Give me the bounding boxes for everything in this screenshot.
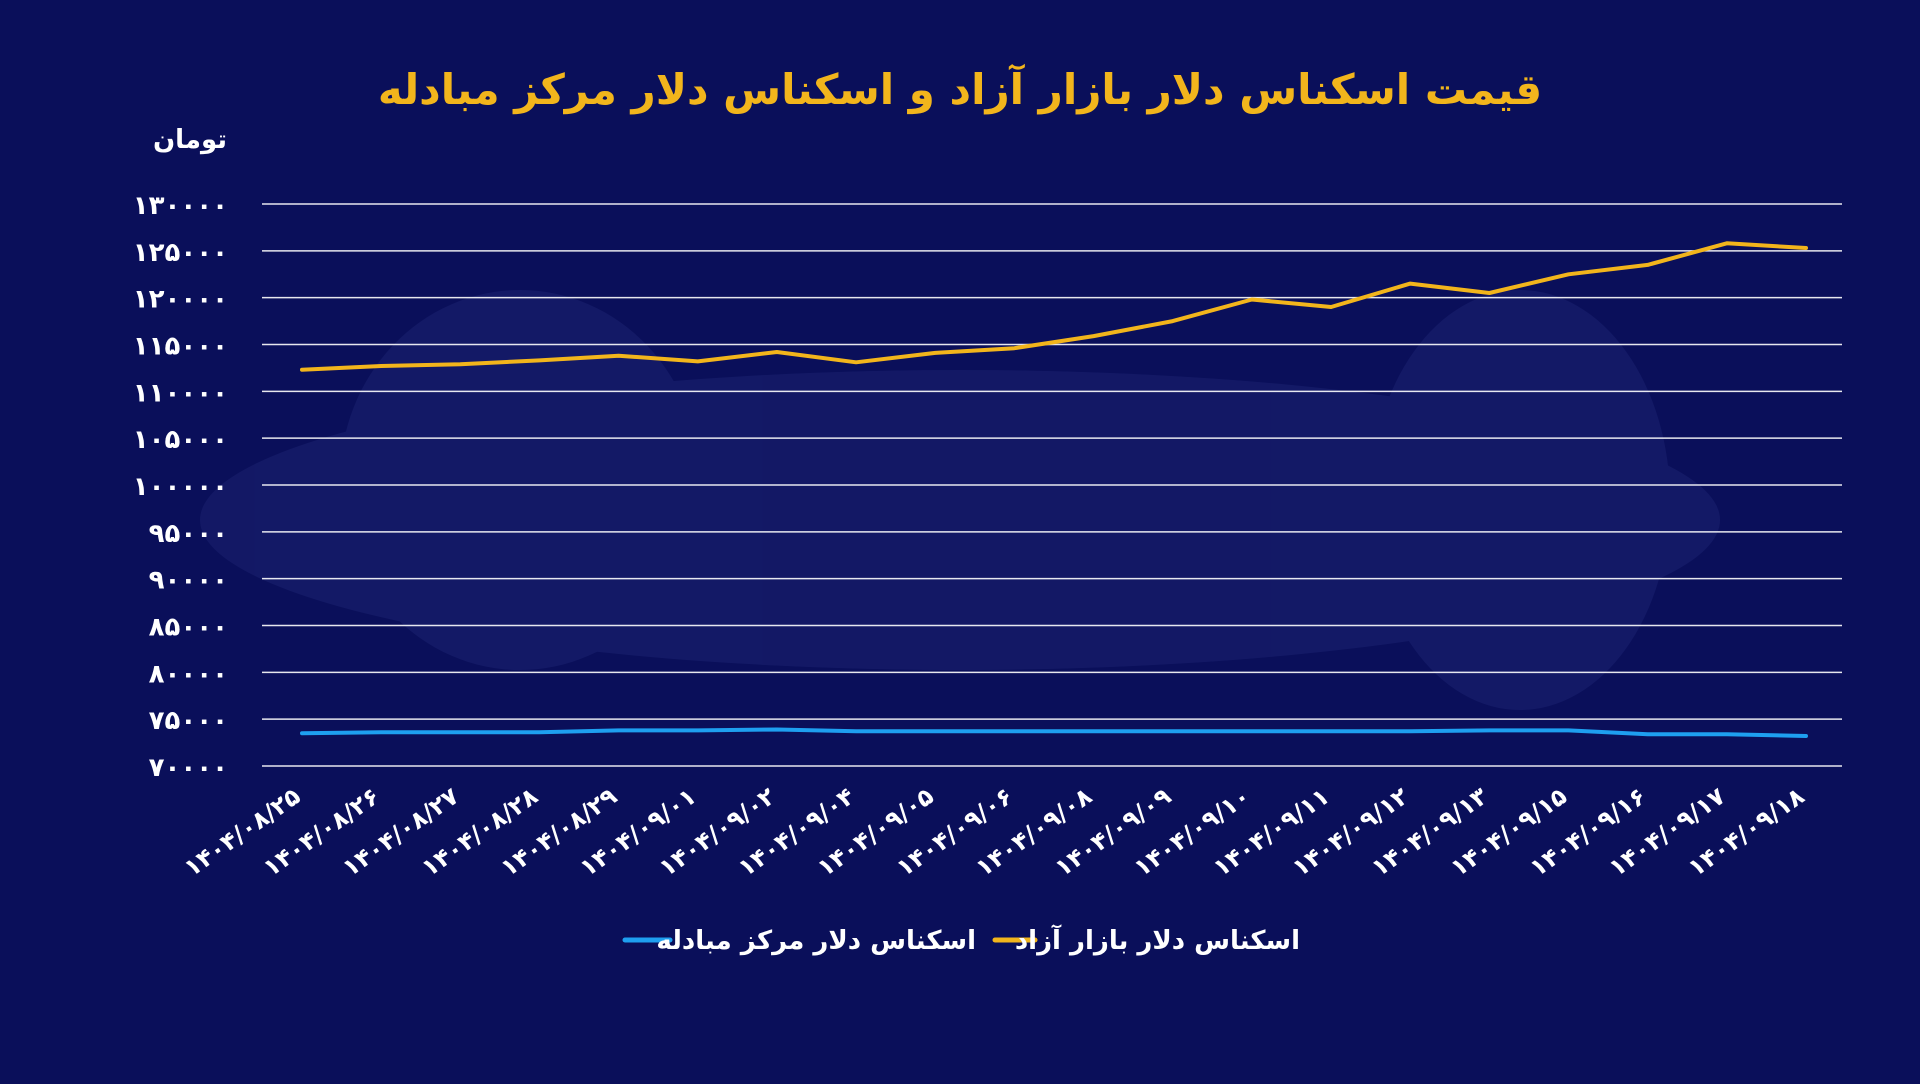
y-tick-label: ۹۵۰۰۰ [149, 519, 228, 549]
y-tick-label: ۷۰۰۰۰ [149, 753, 228, 783]
y-tick-label: ۱۱۵۰۰۰ [133, 332, 228, 362]
y-tick-label: ۱۲۵۰۰۰ [133, 238, 228, 268]
y-tick-label: ۱۳۰۰۰۰ [133, 191, 228, 221]
y-tick-label: ۸۵۰۰۰ [149, 613, 228, 643]
y-tick-label: ۹۰۰۰۰ [149, 566, 228, 596]
y-tick-label: ۸۰۰۰۰ [149, 659, 228, 689]
grid-lines [262, 204, 1842, 766]
y-tick-label: ۱۲۰۰۰۰ [133, 285, 228, 315]
series-line [302, 730, 1806, 737]
chart-title: قیمت اسکناس دلار بازار آزاد و اسکناس دلا… [378, 64, 1542, 115]
y-tick-label: ۱۱۰۰۰۰ [133, 378, 228, 408]
y-axis-label: تومان [153, 125, 227, 155]
y-tick-labels: ۱۳۰۰۰۰ ۱۲۵۰۰۰ ۱۲۰۰۰۰ ۱۱۵۰۰۰ ۱۱۰۰۰۰ ۱۰۵۰۰۰ ۱۰۰۰… [133, 191, 228, 783]
legend-label: اسکناس دلار مرکز مبادله [656, 926, 976, 956]
legend: اسکناس دلار بازار آزاد اسکناس دلار مرکز م… [625, 924, 1300, 956]
y-tick-label: ۱۰۰۰۰۰ [133, 472, 228, 502]
legend-label: اسکناس دلار بازار آزاد [1015, 924, 1300, 956]
x-tick-labels: ۱۴۰۴/۰۸/۲۵۱۴۰۴/۰۸/۲۶۱۴۰۴/۰۸/۲۷۱۴۰۴/۰۸/۲۸… [179, 782, 1810, 882]
y-tick-label: ۱۰۵۰۰۰ [133, 425, 228, 455]
y-tick-label: ۷۵۰۰۰ [149, 706, 228, 736]
